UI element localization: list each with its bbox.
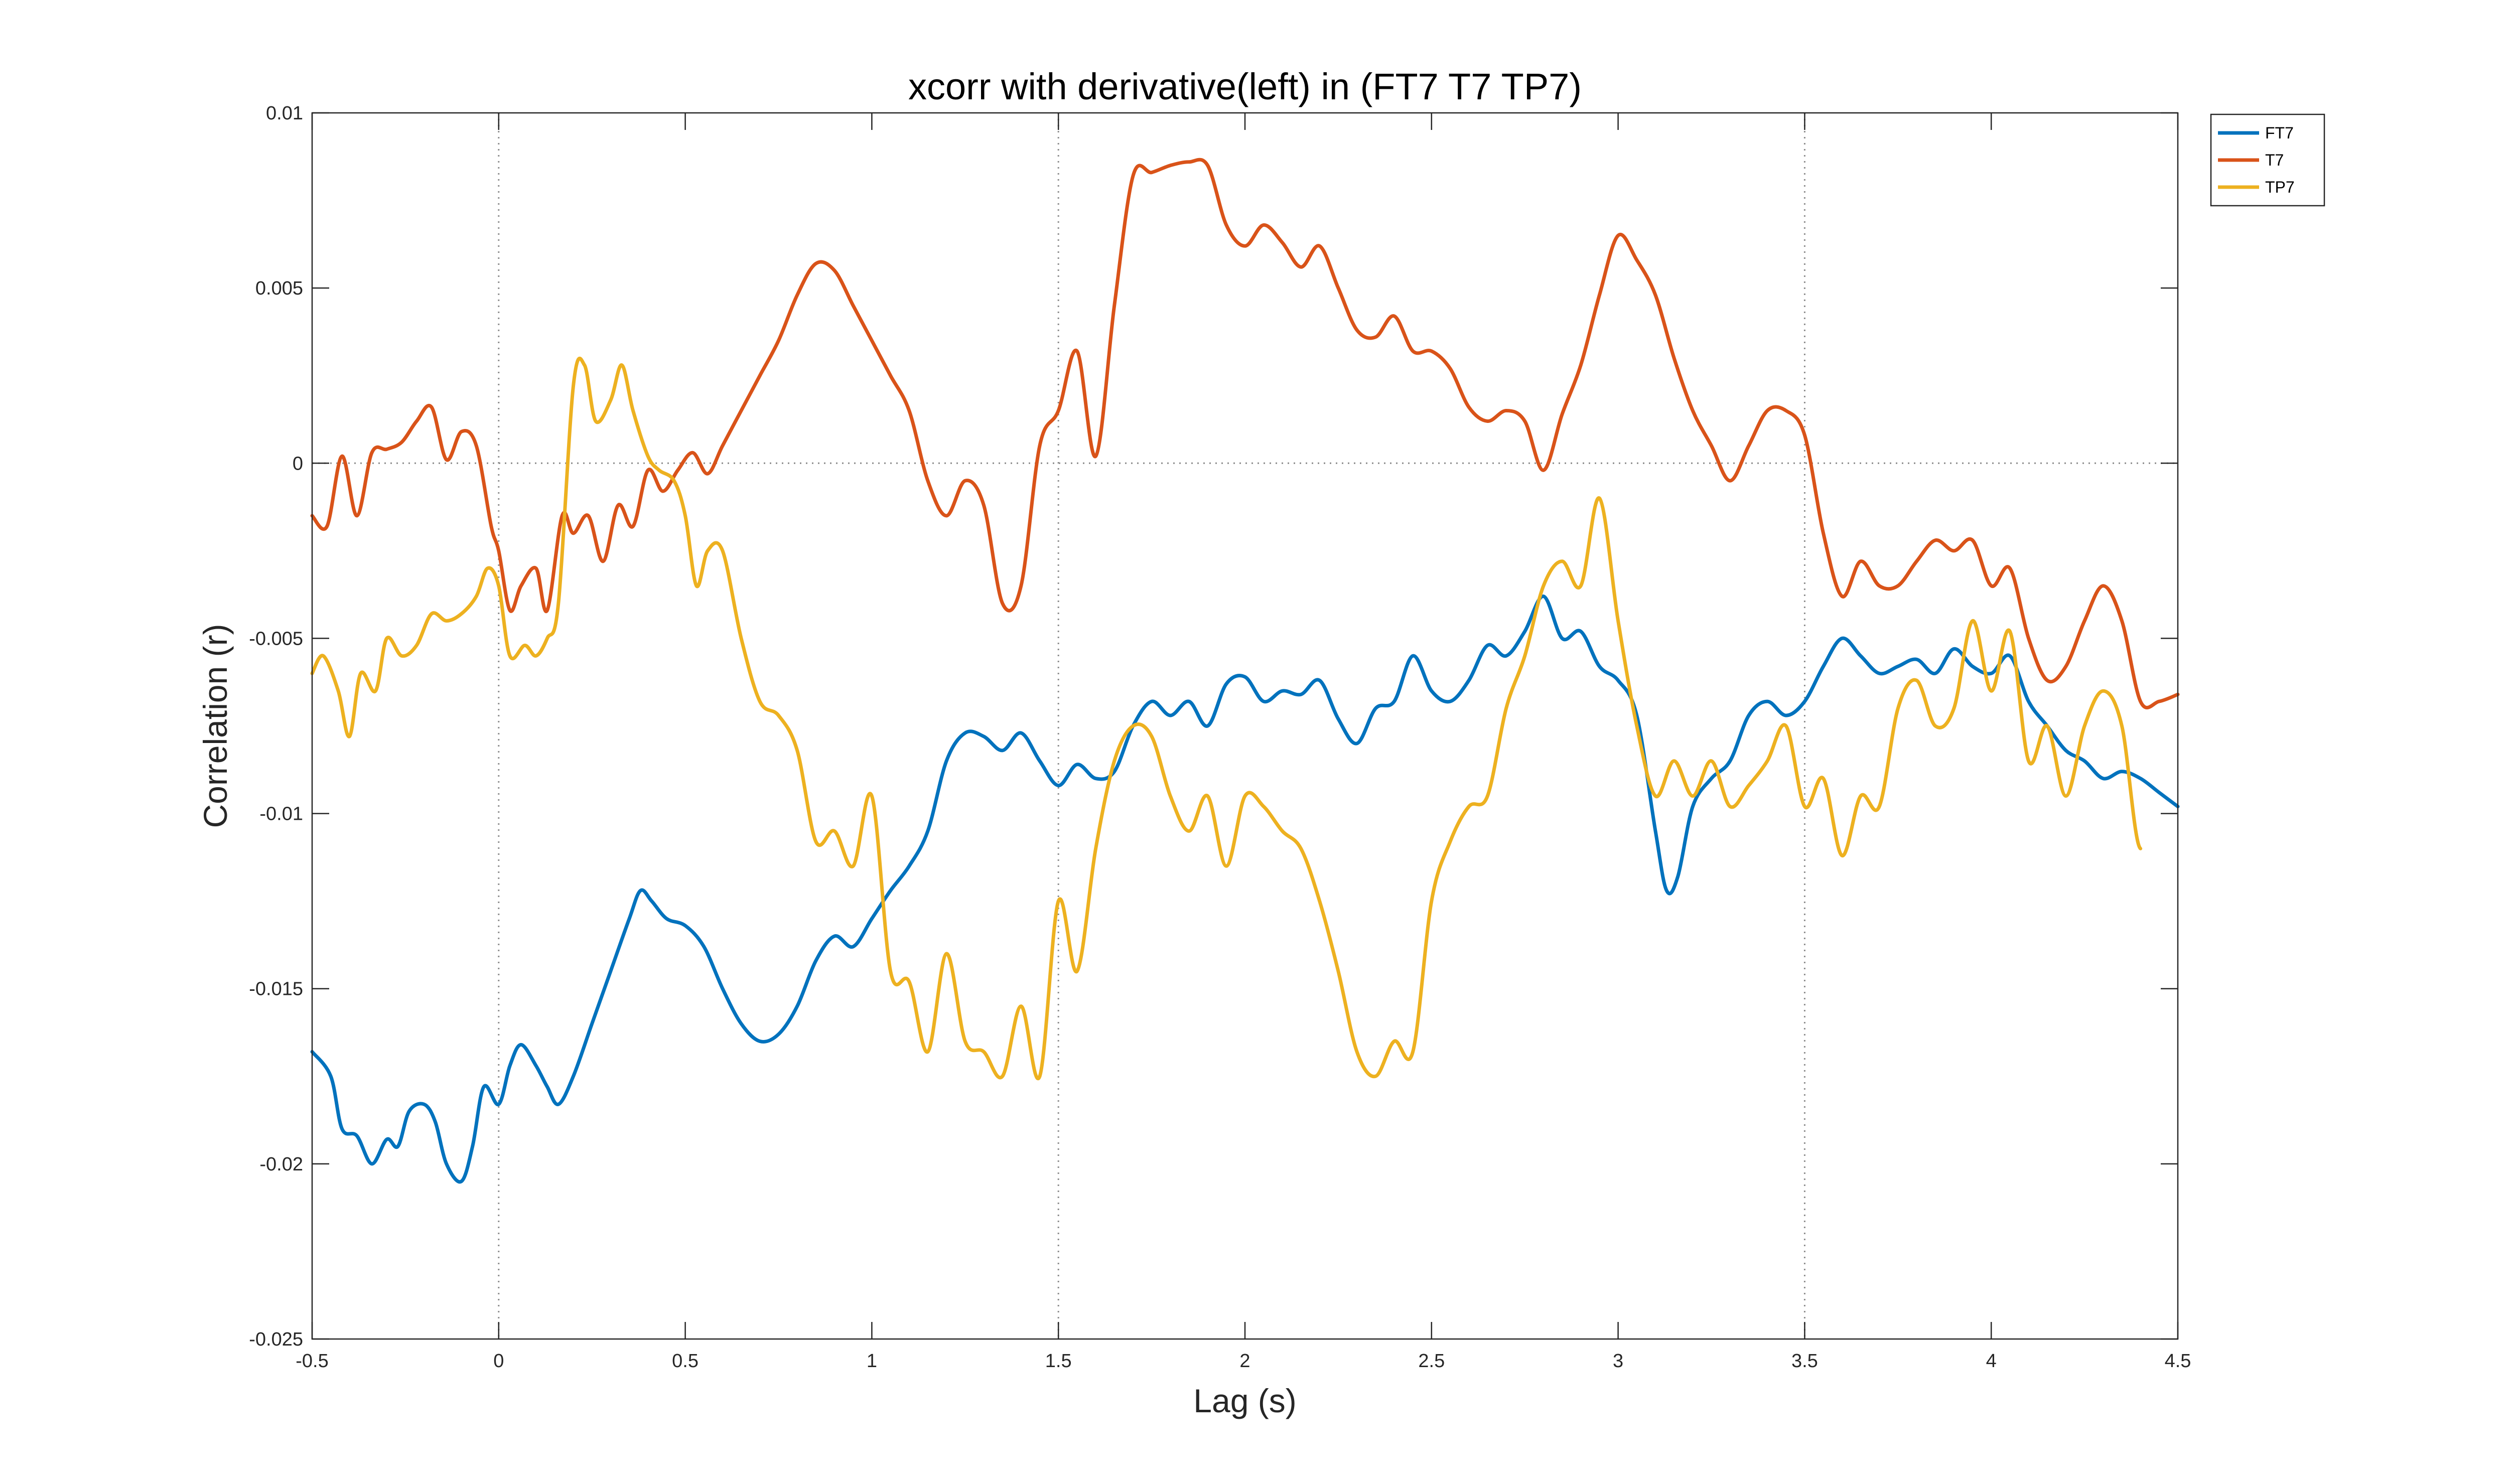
reference-lines [312,113,2178,1339]
x-tick-label: 4.5 [2165,1351,2191,1372]
data-series [310,158,2180,1184]
legend: FT7 T7 TP7 [2210,113,2325,207]
legend-label-ft7: FT7 [2265,124,2294,142]
chart-title: xcorr with derivative(left) in (FT7 T7 T… [908,66,1582,107]
y-tick-label: -0.015 [249,979,303,1000]
y-tick-label: -0.02 [259,1154,303,1175]
legend-label-tp7: TP7 [2265,178,2295,196]
y-tick-label: 0 [293,453,303,474]
y-tick-label: -0.025 [249,1329,303,1350]
x-tick-label: 0 [493,1351,504,1372]
x-tick-label: 4 [1986,1351,1997,1372]
plot-area [312,113,2178,1339]
x-tick-label: 1.5 [1045,1351,1072,1372]
y-tick-label: 0.005 [255,278,303,299]
y-axis: -0.025 -0.02 -0.015 -0.01 -0.005 0 0.005 0.01 [249,103,2178,1350]
x-tick-label: 2.5 [1418,1351,1445,1372]
series-line-tp7 [310,356,2143,1081]
x-axis-title: Lag (s) [1193,1382,1296,1419]
x-tick-label: 2 [1239,1351,1250,1372]
y-axis-title: Correlation (r) [197,624,234,828]
y-tick-label: -0.005 [249,628,303,649]
x-tick-label: 0.5 [672,1351,699,1372]
y-tick-label: -0.01 [259,804,303,825]
legend-label-t7: T7 [2265,151,2284,169]
x-tick-label: 1 [867,1351,877,1372]
y-tick-label: 0.01 [266,103,303,124]
x-tick-label: 3.5 [1791,1351,1818,1372]
x-tick-label: -0.5 [296,1351,328,1372]
series-line-ft7 [310,595,2180,1184]
series-line-t7 [310,158,2180,709]
x-axis: -0.5 0 0.5 1 1.5 2 2.5 3 3.5 4 4.5 [296,113,2191,1372]
x-tick-label: 3 [1613,1351,1623,1372]
